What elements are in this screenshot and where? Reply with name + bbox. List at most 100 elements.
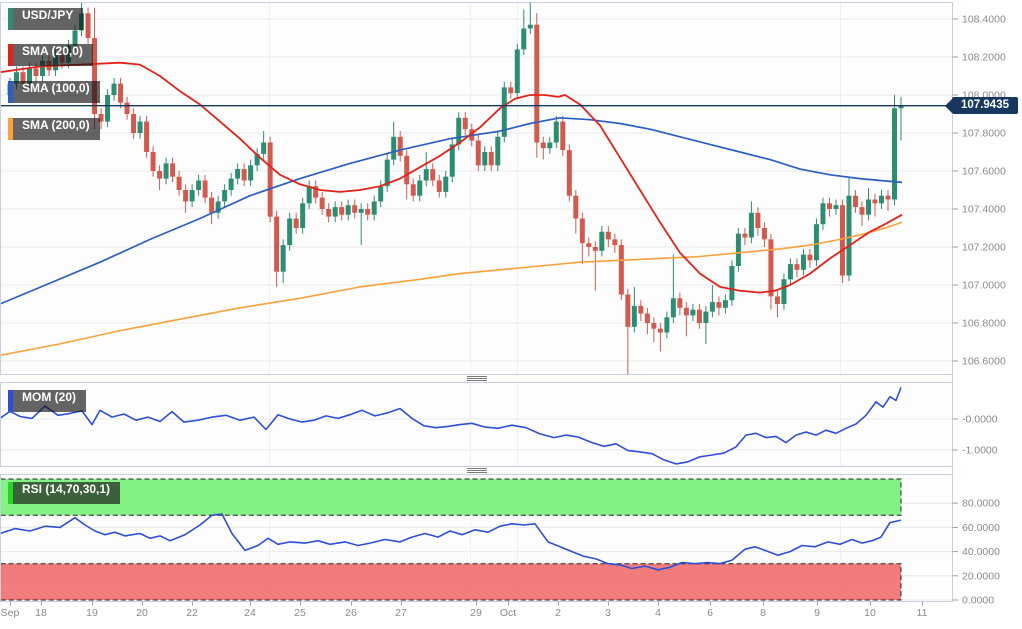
- x-axis-label: 2: [555, 607, 561, 619]
- bear-candle: [885, 195, 891, 200]
- x-axis-area[interactable]: [0, 602, 952, 629]
- bear-candle: [508, 87, 514, 94]
- bear-candle: [696, 309, 702, 323]
- bear-candle: [274, 216, 280, 272]
- rsi-overbought-band: [0, 478, 902, 516]
- legend-sma100-label: SMA (100,0): [22, 81, 90, 95]
- sma100-line: [0, 116, 903, 305]
- bear-candle: [124, 102, 130, 114]
- bull-candle: [495, 136, 501, 166]
- bear-candle: [755, 212, 761, 228]
- x-axis-label: 6: [707, 607, 713, 619]
- splitter-mom-rsi[interactable]: [467, 468, 487, 473]
- bull-candle: [631, 305, 637, 327]
- bear-candle: [579, 218, 585, 244]
- bear-candle: [488, 152, 494, 166]
- bull-candle: [215, 201, 221, 213]
- y-axis-label: 106.6000: [962, 356, 1006, 368]
- x-axis-label: 27: [395, 607, 407, 619]
- bull-candle: [111, 83, 117, 95]
- bear-candle: [209, 197, 215, 213]
- bear-candle: [794, 264, 800, 270]
- bull-candle: [891, 108, 897, 200]
- bear-candle: [313, 186, 319, 198]
- mom-panel-canvas[interactable]: [1, 383, 953, 467]
- bull-candle: [527, 24, 533, 29]
- y-axis-label: 108.4000: [962, 14, 1006, 26]
- bear-candle: [716, 302, 722, 308]
- splitter-price-mom[interactable]: [467, 376, 487, 381]
- bear-candle: [625, 294, 631, 327]
- x-axis-label: 26: [345, 607, 357, 619]
- bull-candle: [599, 231, 605, 251]
- bear-candle: [638, 305, 644, 314]
- bear-candle: [462, 117, 468, 130]
- y-axis-label: 107.8000: [962, 128, 1006, 140]
- y-axis-label: 108.2000: [962, 52, 1006, 64]
- legend-symbol[interactable]: USD/JPY: [8, 8, 84, 30]
- x-axis-label: 29: [470, 607, 482, 619]
- bear-candle: [118, 83, 124, 103]
- bear-candle: [170, 163, 176, 177]
- bear-candle: [540, 142, 546, 149]
- bull-candle: [423, 169, 429, 181]
- bull-candle: [664, 317, 670, 333]
- bull-candle: [800, 254, 806, 270]
- x-axis-label: 10: [864, 607, 876, 619]
- legend-sma200[interactable]: SMA (200,0): [8, 118, 100, 140]
- bull-candle: [14, 72, 20, 84]
- bear-candle: [267, 142, 273, 217]
- bull-candle: [781, 279, 787, 304]
- bull-candle: [163, 163, 169, 179]
- y-axis-label: 0.0000: [962, 595, 994, 607]
- x-axis-label: Oct: [500, 607, 516, 619]
- bull-candle: [287, 218, 293, 246]
- price-panel-canvas[interactable]: [1, 3, 953, 375]
- bull-candle: [391, 136, 397, 160]
- bear-candle: [592, 247, 598, 251]
- bull-candle: [300, 203, 306, 228]
- bull-candle: [306, 186, 312, 204]
- bull-candle: [40, 60, 46, 76]
- bull-candle: [865, 199, 871, 215]
- bull-candle: [443, 176, 449, 192]
- legend-sma100[interactable]: SMA (100,0): [8, 81, 100, 103]
- legend-sma200-label: SMA (200,0): [22, 118, 90, 132]
- legend-mom-label: MOM (20): [22, 390, 76, 404]
- bull-candle: [670, 298, 676, 318]
- bear-candle: [774, 296, 780, 304]
- bear-candle: [365, 209, 371, 215]
- bear-candle: [397, 136, 403, 156]
- legend-mom[interactable]: MOM (20): [8, 390, 86, 412]
- y-axis-label: 60.0000: [962, 522, 1000, 534]
- x-axis-label: Sep: [1, 607, 20, 619]
- bull-candle: [417, 180, 423, 196]
- bear-candle: [644, 313, 650, 323]
- bear-candle: [618, 245, 624, 295]
- bull-candle: [105, 95, 111, 122]
- bull-candle: [482, 152, 488, 166]
- current-price-badge: 107.9435: [945, 97, 1018, 114]
- bull-candle: [196, 180, 202, 190]
- rsi-swatch-icon: [8, 482, 13, 504]
- y-axis-label: -0.0000: [962, 414, 998, 426]
- bull-candle: [378, 186, 384, 202]
- bear-candle: [33, 68, 39, 76]
- y-axis-area[interactable]: [953, 2, 1022, 602]
- legend-rsi-label: RSI (14,70,30,1): [22, 482, 111, 496]
- bear-candle: [410, 184, 416, 196]
- bear-candle: [573, 195, 579, 219]
- legend-sma20[interactable]: SMA (20,0): [8, 44, 93, 66]
- bear-candle: [475, 140, 481, 166]
- bull-candle: [27, 68, 33, 84]
- rsi-panel-canvas[interactable]: [1, 475, 953, 602]
- current-price-value: 107.9435: [961, 99, 1009, 111]
- bull-candle: [547, 142, 553, 149]
- bull-candle: [261, 142, 267, 154]
- x-axis-labels: Sep 18 19 20 22 24 25 26 27 29 Oct 2 3 4 6 8 9 10 11: [1, 601, 928, 619]
- bull-candle: [72, 30, 78, 46]
- legend-rsi[interactable]: RSI (14,70,30,1): [8, 482, 121, 504]
- bear-candle: [657, 328, 663, 333]
